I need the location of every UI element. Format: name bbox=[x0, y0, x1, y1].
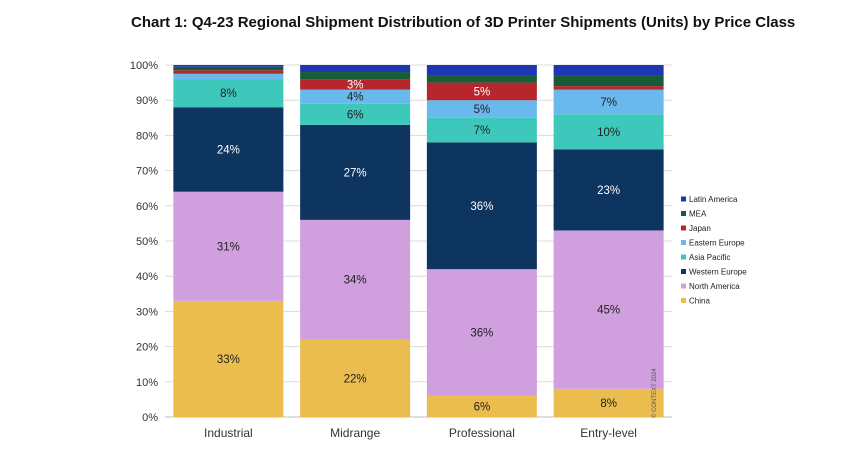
data-label: 8% bbox=[600, 398, 617, 410]
bar-segment bbox=[300, 339, 411, 417]
legend-label: Eastern Europe bbox=[689, 239, 745, 248]
bar-segment bbox=[553, 65, 664, 76]
bar-segment bbox=[300, 103, 411, 125]
data-label: 6% bbox=[347, 109, 364, 121]
bar-segment bbox=[426, 75, 537, 83]
data-label: 5% bbox=[474, 86, 491, 98]
legend: Latin America MEA Japan Eastern Europe Asia … bbox=[681, 195, 747, 306]
y-tick-label: 100% bbox=[130, 60, 158, 72]
data-label: 23% bbox=[597, 185, 620, 197]
bar-segment bbox=[173, 65, 284, 67]
y-tick-label: 50% bbox=[136, 236, 158, 248]
y-tick-label: 10% bbox=[136, 377, 158, 389]
legend-label: China bbox=[689, 297, 710, 306]
data-label: 8% bbox=[220, 88, 237, 100]
bar-segment bbox=[300, 219, 411, 340]
data-label: 7% bbox=[600, 97, 617, 109]
y-tick-label: 90% bbox=[136, 95, 158, 107]
bar-segment bbox=[300, 72, 411, 80]
y-tick-label: 20% bbox=[136, 342, 158, 354]
bar-segment bbox=[553, 230, 664, 389]
bar-segment bbox=[426, 100, 537, 118]
bar-segment bbox=[173, 79, 284, 108]
legend-swatch bbox=[681, 240, 686, 245]
bar-segment bbox=[426, 269, 537, 396]
bar-segment bbox=[300, 124, 411, 220]
data-label: 3% bbox=[347, 79, 364, 91]
bar-segment bbox=[553, 114, 664, 150]
bar-segment bbox=[426, 117, 537, 143]
legend-swatch bbox=[681, 298, 686, 303]
legend-swatch bbox=[681, 254, 686, 260]
legend-swatch bbox=[681, 196, 686, 202]
bar-segment bbox=[426, 65, 537, 76]
legend-label: Western Europe bbox=[689, 268, 747, 277]
bar-segment bbox=[173, 73, 284, 80]
legend-label: Latin America bbox=[689, 195, 738, 204]
bar-segment bbox=[426, 142, 537, 270]
data-label: 4% bbox=[347, 92, 364, 104]
bar-segment bbox=[553, 75, 664, 87]
bar-segment bbox=[173, 66, 284, 71]
x-tick-label: Midrange bbox=[330, 426, 380, 440]
data-label: 36% bbox=[470, 328, 493, 340]
legend-swatch bbox=[681, 211, 686, 216]
y-tick-label: 0% bbox=[142, 412, 158, 424]
data-label: 10% bbox=[597, 127, 620, 139]
data-label: 7% bbox=[474, 125, 491, 137]
x-tick-label: Industrial bbox=[204, 426, 253, 440]
legend-swatch bbox=[681, 269, 686, 274]
bar-segment bbox=[300, 65, 411, 73]
bar-segment bbox=[553, 388, 664, 417]
x-tick-label: Professional bbox=[449, 426, 515, 440]
copyright-credit: © CONTEXT 2024 bbox=[651, 368, 658, 418]
y-tick-label: 70% bbox=[136, 166, 158, 178]
chart-title: Chart 1: Q4-23 Regional Shipment Distrib… bbox=[131, 14, 796, 31]
bar-segment bbox=[173, 70, 284, 74]
legend-label: North America bbox=[689, 282, 740, 291]
bars bbox=[173, 65, 664, 417]
bar-segment bbox=[300, 79, 411, 90]
data-label: 22% bbox=[344, 373, 367, 385]
legend-swatch bbox=[681, 283, 686, 289]
bar-segment bbox=[553, 89, 664, 115]
bar-segment bbox=[173, 107, 284, 192]
y-tick-label: 30% bbox=[136, 306, 158, 318]
data-label: 24% bbox=[217, 144, 240, 156]
data-labels: 33% 31% 24% 8% 22% 34% 27% 6% 4%3% 6% 36% 36% 7% 5% 5%… bbox=[217, 79, 620, 413]
bar-segment bbox=[173, 191, 284, 301]
y-axis: 0% 10% 20% 30% 40% 50% 60% 70% 80% 90% 100% bbox=[130, 60, 672, 424]
bar-segment bbox=[173, 300, 284, 417]
y-tick-label: 60% bbox=[136, 201, 158, 213]
bar-segment bbox=[300, 89, 411, 104]
y-tick-label: 40% bbox=[136, 271, 158, 283]
legend-swatch bbox=[681, 225, 686, 231]
data-label: 45% bbox=[597, 305, 620, 317]
bar-segment bbox=[426, 82, 537, 101]
x-tick-label: Entry-level bbox=[580, 426, 637, 440]
x-axis: Industrial Midrange Professional Entry-leve… bbox=[204, 426, 637, 440]
data-label: 33% bbox=[217, 354, 240, 366]
legend-label: Asia Pacific bbox=[689, 253, 730, 262]
bar-segment bbox=[553, 86, 664, 90]
data-label: 31% bbox=[217, 241, 240, 253]
data-label: 5% bbox=[474, 104, 491, 116]
bar-segment bbox=[426, 395, 537, 417]
data-label: 36% bbox=[470, 201, 493, 213]
data-label: 6% bbox=[474, 401, 491, 413]
legend-label: Japan bbox=[689, 224, 711, 233]
data-label: 27% bbox=[344, 167, 367, 179]
data-label: 34% bbox=[344, 275, 367, 287]
bar-segment bbox=[553, 149, 664, 231]
y-tick-label: 80% bbox=[136, 130, 158, 142]
legend-label: MEA bbox=[689, 210, 707, 219]
